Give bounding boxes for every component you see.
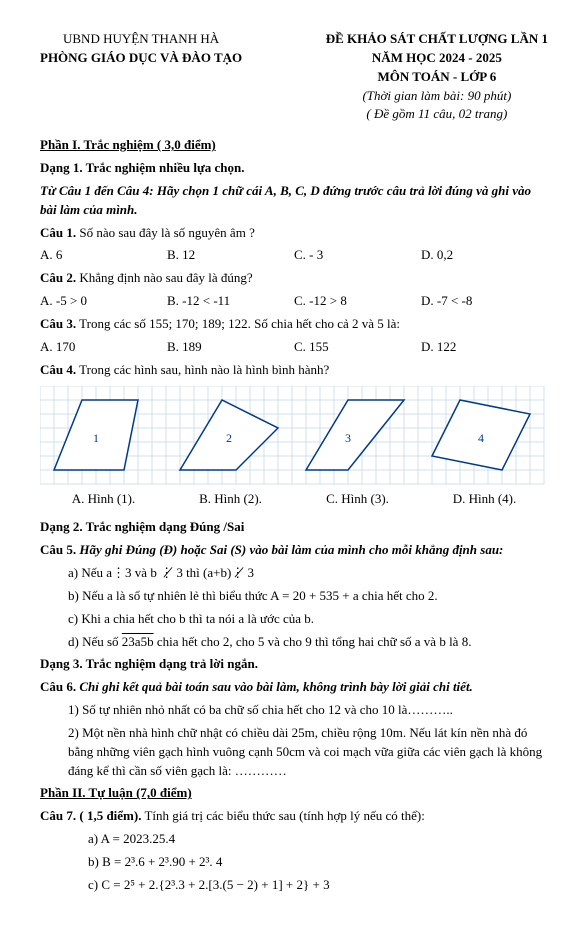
q1-c: C. - 3 [294, 246, 421, 265]
exam-title: ĐỀ KHẢO SÁT CHẤT LƯỢNG LẦN 1 [326, 30, 548, 49]
subject: MÔN TOÁN - LỚP 6 [326, 68, 548, 87]
q4-stem: Câu 4. Trong các hình sau, hình nào là h… [40, 361, 548, 380]
svg-text:1: 1 [93, 431, 99, 445]
q4-cap-c: C. Hình (3). [294, 490, 421, 509]
section-2-title: Phần II. Tự luận (7,0 điểm) [40, 785, 192, 800]
page-count: ( Đề gồm 11 câu, 02 trang) [326, 105, 548, 124]
org-line-1: UBND HUYỆN THANH HÀ [40, 30, 242, 49]
q7-b: b) B = 2³.6 + 2³.90 + 2³. 4 [40, 853, 548, 872]
q5-c: c) Khi a chia hết cho b thì ta nói a là … [40, 610, 548, 629]
q4-figure: 1 2 3 4 [40, 386, 548, 486]
q3-c: C. 155 [294, 338, 421, 357]
q1-choices: A. 6 B. 12 C. - 3 D. 0,2 [40, 246, 548, 265]
q3-a: A. 170 [40, 338, 167, 357]
q2-a: A. -5 > 0 [40, 292, 167, 311]
q2-choices: A. -5 > 0 B. -12 < -11 C. -12 > 8 D. -7 … [40, 292, 548, 311]
q4-cap-b: B. Hình (2). [167, 490, 294, 509]
q4-cap-a: A. Hình (1). [40, 490, 167, 509]
duration: (Thời gian làm bài: 90 phút) [326, 87, 548, 106]
q7-stem: Câu 7. ( 1,5 điểm). Tính giá trị các biể… [40, 807, 548, 826]
q2-c: C. -12 > 8 [294, 292, 421, 311]
school-year: NĂM HỌC 2024 - 2025 [326, 49, 548, 68]
header-left: UBND HUYỆN THANH HÀ PHÒNG GIÁO DỤC VÀ ĐÀ… [40, 30, 242, 124]
q2-b: B. -12 < -11 [167, 292, 294, 311]
q3-stem: Câu 3. Trong các số 155; 170; 189; 122. … [40, 315, 548, 334]
q6-2: 2) Một nền nhà hình chữ nhật có chiều dà… [40, 724, 548, 781]
header: UBND HUYỆN THANH HÀ PHÒNG GIÁO DỤC VÀ ĐÀ… [40, 30, 548, 124]
svg-text:3: 3 [345, 431, 351, 445]
q6-1: 1) Số tự nhiên nhỏ nhất có ba chữ số chi… [40, 701, 548, 720]
mc-instruction: Từ Câu 1 đến Câu 4: Hãy chọn 1 chữ cái A… [40, 182, 548, 220]
q5-a: a) Nếu a⋮3 và b ⋮̸ 3 thì (a+b)⋮̸ 3 [40, 564, 548, 583]
q1-d: D. 0,2 [421, 246, 548, 265]
svg-text:2: 2 [226, 431, 232, 445]
q5-d: d) Nếu số 23a5b chia hết cho 2, cho 5 và… [40, 633, 548, 652]
dang-2-title: Dạng 2. Trắc nghiệm dạng Đúng /Sai [40, 519, 244, 534]
q4-cap-d: D. Hình (4). [421, 490, 548, 509]
dang-1-title: Dạng 1. Trắc nghiệm nhiều lựa chọn. [40, 160, 245, 175]
q2-stem: Câu 2. Khẳng định nào sau đây là đúng? [40, 269, 548, 288]
header-right: ĐỀ KHẢO SÁT CHẤT LƯỢNG LẦN 1 NĂM HỌC 202… [326, 30, 548, 124]
dang-3-title: Dạng 3. Trắc nghiệm dạng trả lời ngắn. [40, 656, 258, 671]
q3-b: B. 189 [167, 338, 294, 357]
q7-a: a) A = 2023.25.4 [40, 830, 548, 849]
shapes-grid-svg: 1 2 3 4 [40, 386, 548, 486]
section-1-title: Phần I. Trắc nghiệm ( 3,0 điểm) [40, 137, 216, 152]
q5-b: b) Nếu a là số tự nhiên lẻ thì biểu thức… [40, 587, 548, 606]
q5-stem: Câu 5. Câu 5. Hãy ghi Đúng (Đ) hoặc Sai … [40, 541, 548, 560]
q3-choices: A. 170 B. 189 C. 155 D. 122 [40, 338, 548, 357]
org-line-2: PHÒNG GIÁO DỤC VÀ ĐÀO TẠO [40, 49, 242, 68]
q3-d: D. 122 [421, 338, 548, 357]
q2-d: D. -7 < -8 [421, 292, 548, 311]
q1-a: A. 6 [40, 246, 167, 265]
q6-stem: Câu 6. Chỉ ghi kết quả bài toán sau vào … [40, 678, 548, 697]
svg-text:4: 4 [478, 431, 484, 445]
q1-b: B. 12 [167, 246, 294, 265]
q4-captions: A. Hình (1). B. Hình (2). C. Hình (3). D… [40, 490, 548, 509]
q7-c: c) C = 2⁵ + 2.{2³.3 + 2.[3.(5 − 2) + 1] … [40, 876, 548, 895]
q1-stem: Câu 1. Câu 1. Số nào sau đây là số nguyê… [40, 224, 548, 243]
